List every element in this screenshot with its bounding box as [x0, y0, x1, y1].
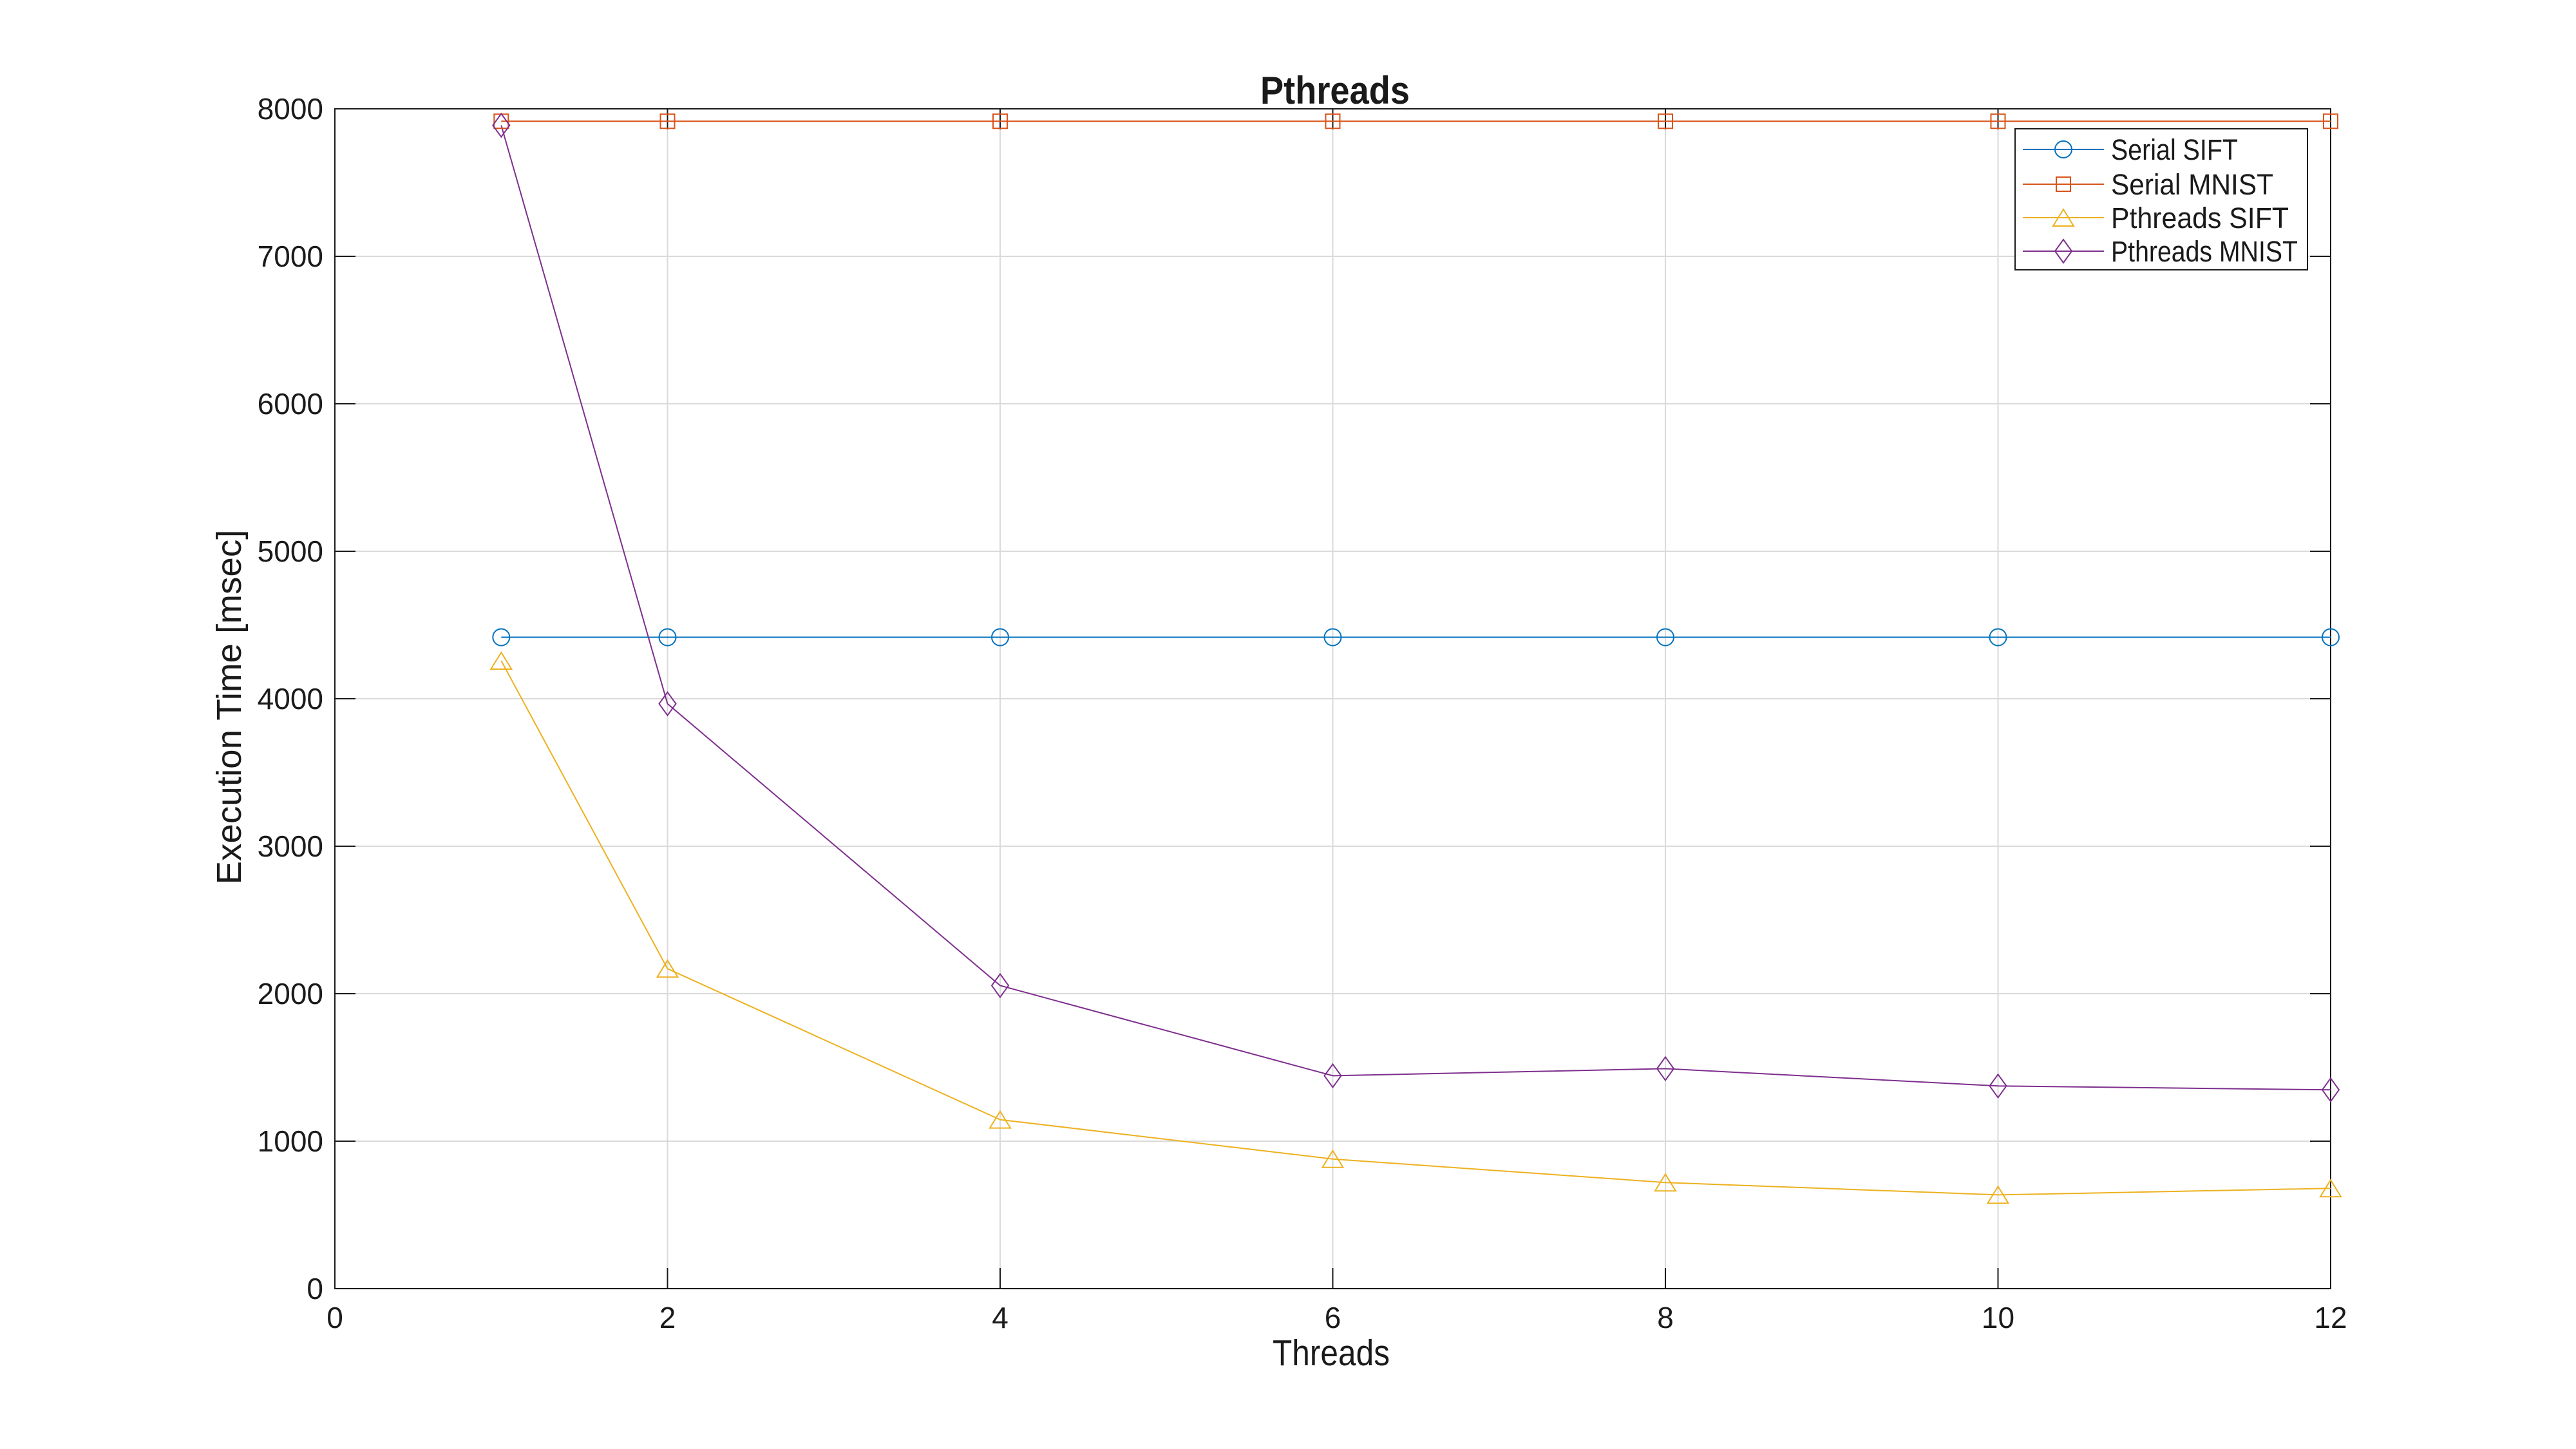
svg-text:4000: 4000: [258, 682, 323, 715]
svg-text:0: 0: [307, 1272, 323, 1305]
svg-text:2: 2: [659, 1301, 676, 1334]
svg-text:7000: 7000: [258, 240, 323, 273]
svg-text:Pthreads SIFT: Pthreads SIFT: [2111, 202, 2289, 234]
svg-text:Threads: Threads: [1273, 1332, 1390, 1374]
svg-text:3000: 3000: [258, 829, 323, 863]
svg-text:Pthreads: Pthreads: [1260, 69, 1410, 112]
svg-text:2000: 2000: [258, 977, 323, 1010]
svg-text:8: 8: [1657, 1301, 1674, 1334]
svg-text:6000: 6000: [258, 387, 323, 421]
svg-text:1000: 1000: [258, 1124, 323, 1158]
svg-text:12: 12: [2314, 1301, 2347, 1334]
svg-text:Execution Time [msec]: Execution Time [msec]: [210, 530, 249, 885]
svg-text:0: 0: [327, 1301, 343, 1334]
svg-text:6: 6: [1325, 1301, 1341, 1334]
svg-text:4: 4: [992, 1301, 1009, 1334]
svg-text:10: 10: [1982, 1301, 2014, 1334]
svg-text:5000: 5000: [258, 535, 323, 568]
svg-text:8000: 8000: [258, 92, 323, 126]
svg-text:Serial MNIST: Serial MNIST: [2111, 168, 2273, 201]
svg-text:Serial SIFT: Serial SIFT: [2111, 133, 2238, 166]
svg-text:Pthreads MNIST: Pthreads MNIST: [2111, 235, 2298, 268]
